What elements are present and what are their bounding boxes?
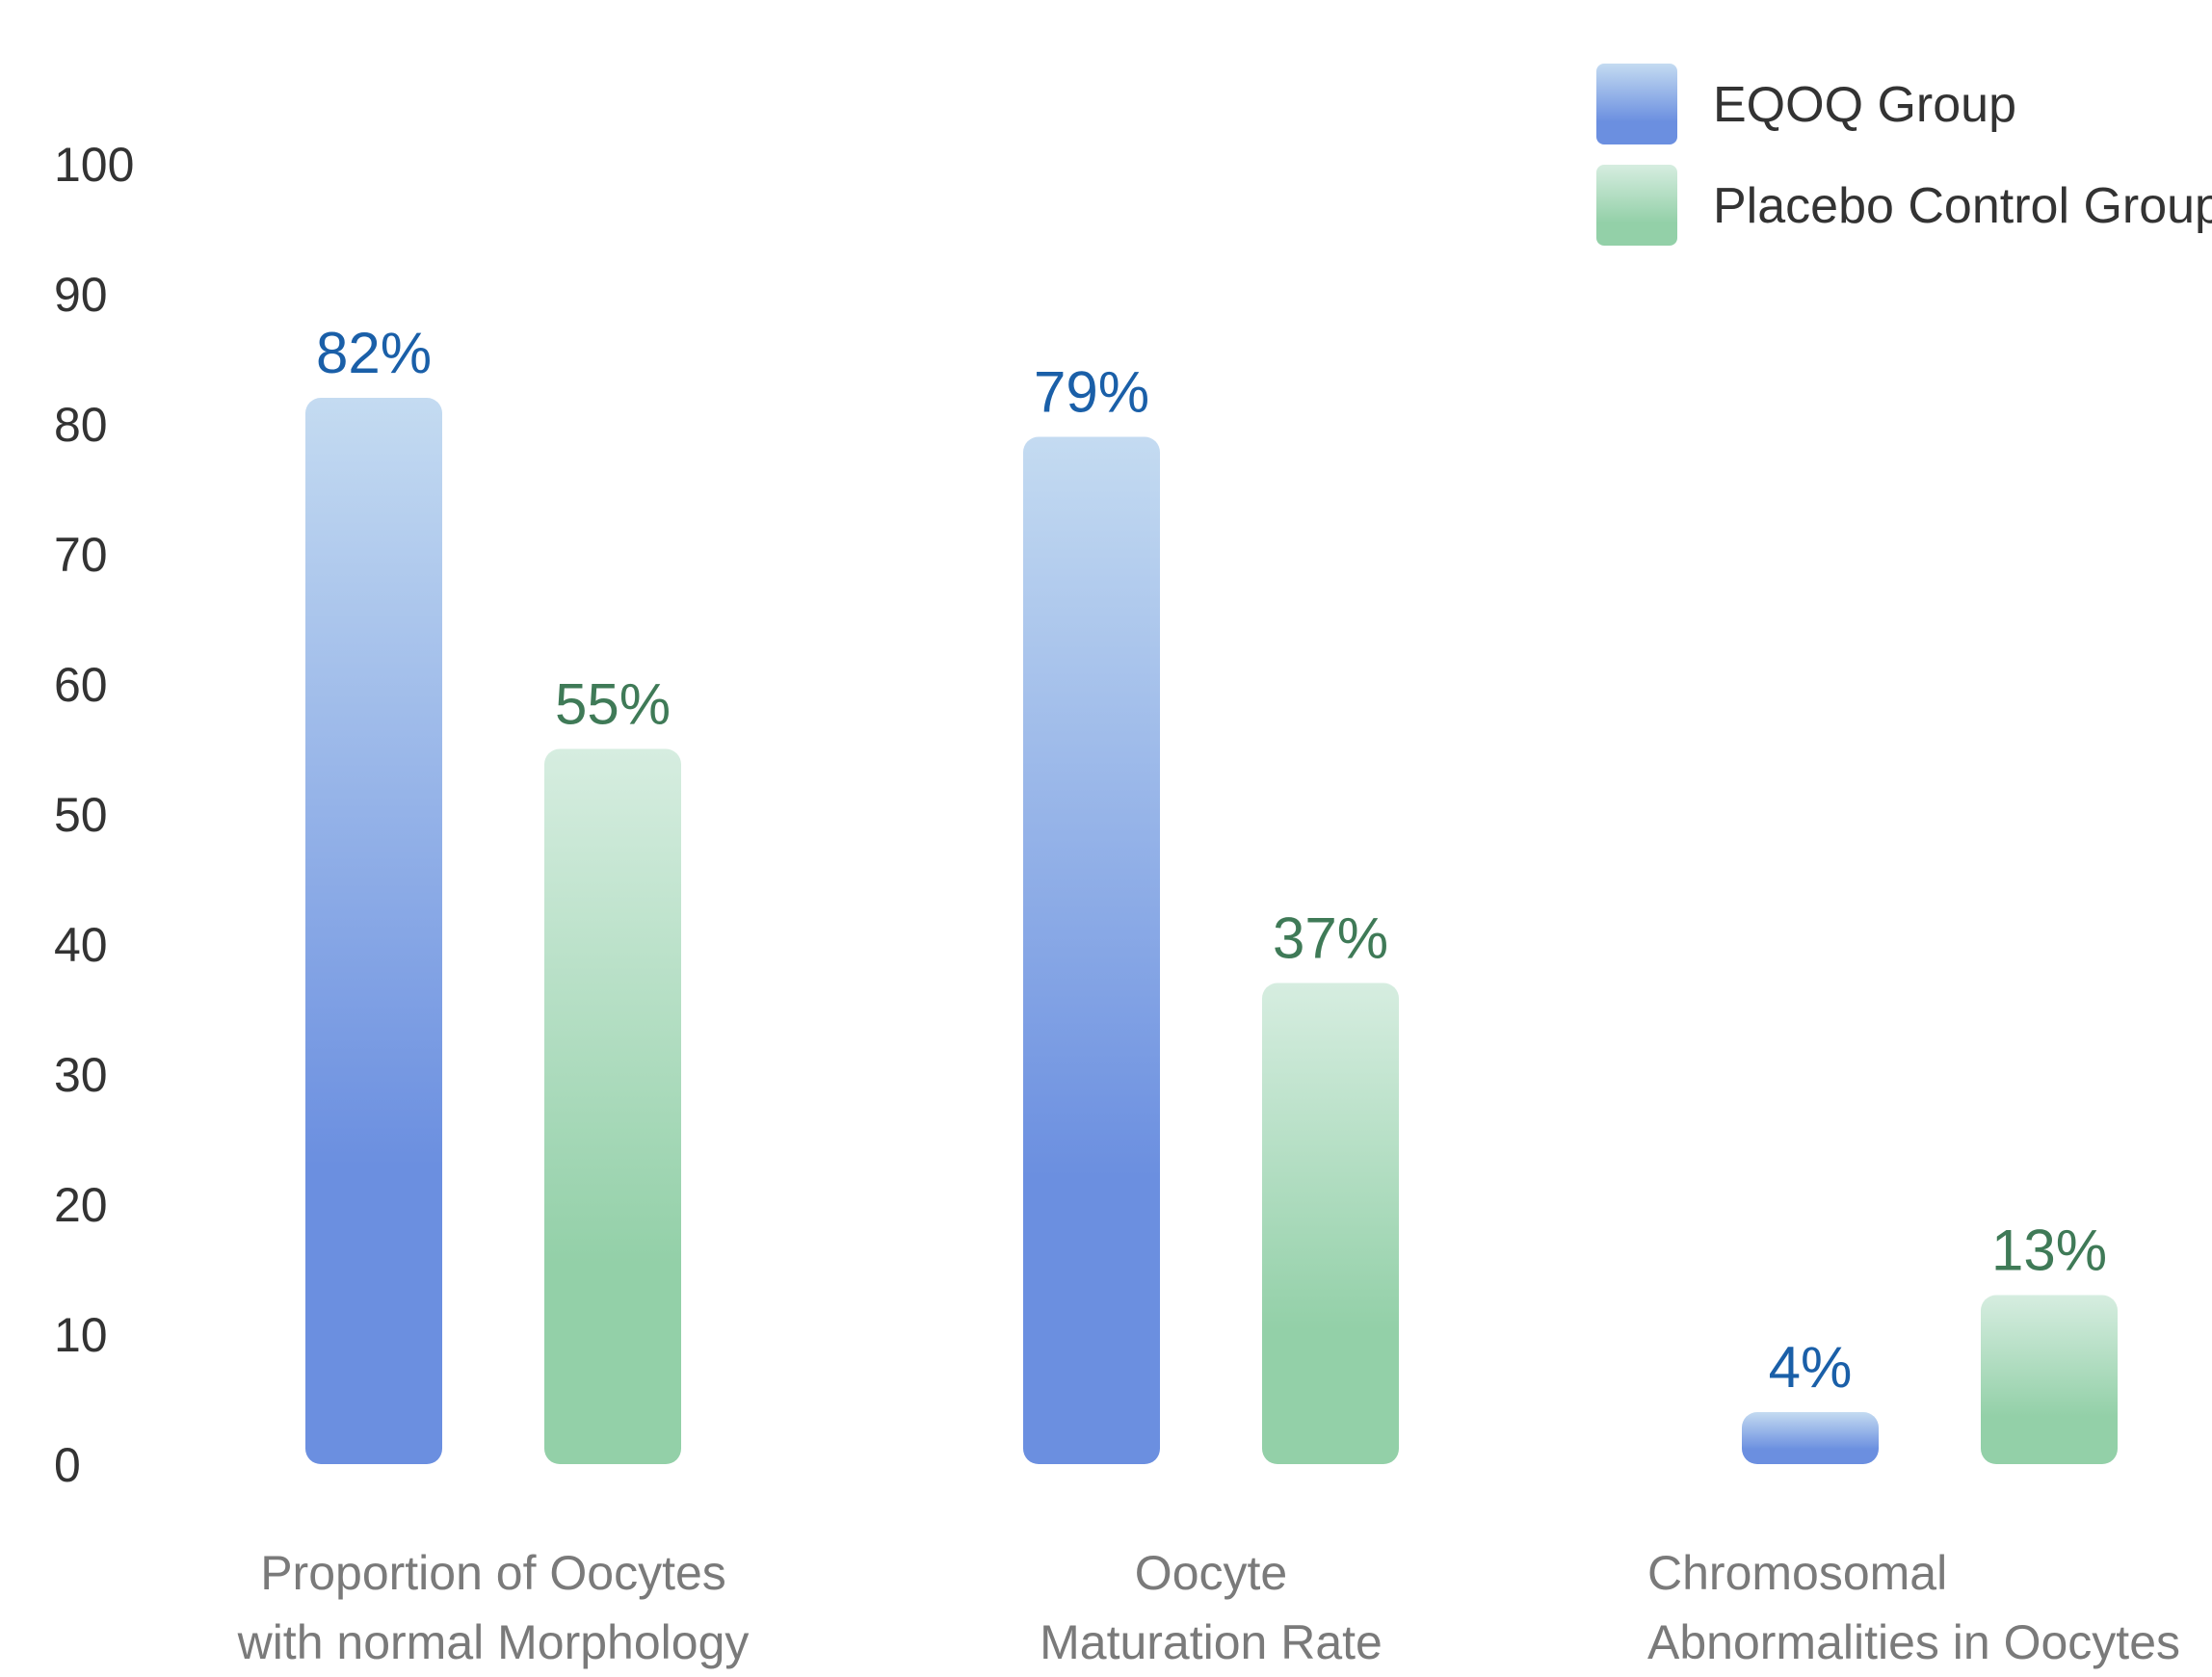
x-axis: Proportion of Oocytes with normal Morphol…	[237, 1546, 2180, 1669]
y-tick-label: 100	[54, 138, 134, 192]
y-tick-label: 20	[54, 1178, 108, 1232]
y-tick-label: 60	[54, 658, 108, 712]
bar-placebo-2	[1981, 1295, 2118, 1464]
y-tick-label: 70	[54, 528, 108, 582]
legend-label: EQOQ Group	[1713, 77, 2016, 133]
legend-label: Placebo Control Group	[1713, 178, 2212, 234]
y-tick-label: 50	[54, 788, 108, 842]
bar-placebo-1	[1262, 983, 1399, 1464]
category-label: Proportion of Oocytes	[260, 1546, 726, 1600]
bar-eqoq-2	[1742, 1412, 1879, 1464]
category-label: Oocyte	[1135, 1546, 1287, 1600]
bar-placebo-0	[544, 748, 681, 1464]
y-tick-label: 0	[54, 1438, 81, 1492]
data-label: 82%	[316, 321, 432, 385]
legend: EQOQ Group Placebo Control Group	[1596, 64, 2212, 246]
data-label: 4%	[1769, 1335, 1853, 1400]
data-label: 37%	[1273, 906, 1388, 971]
data-label: 55%	[555, 672, 671, 737]
data-label: 13%	[1991, 1218, 2107, 1283]
legend-swatch	[1596, 165, 1677, 246]
y-tick-label: 80	[54, 398, 108, 452]
bars: 82% 79% 4% 55% 37% 13%	[305, 321, 2118, 1464]
data-label: 79%	[1034, 360, 1149, 425]
y-tick-label: 90	[54, 268, 108, 322]
category-label: Chromosomal	[1647, 1546, 1947, 1600]
y-tick-label: 40	[54, 918, 108, 972]
category-label: Abnormalities in Oocytes	[1647, 1615, 2180, 1669]
category-label: with normal Morphology	[237, 1615, 750, 1669]
category-label: Maturation Rate	[1040, 1615, 1382, 1669]
y-tick-label: 30	[54, 1048, 108, 1102]
legend-swatch	[1596, 64, 1677, 144]
bar-eqoq-1	[1023, 436, 1160, 1464]
y-tick-label: 10	[54, 1308, 108, 1362]
bar-eqoq-0	[305, 398, 442, 1464]
y-axis: 0 10 20 30 40 50 60 70 80 90 100	[54, 138, 134, 1492]
